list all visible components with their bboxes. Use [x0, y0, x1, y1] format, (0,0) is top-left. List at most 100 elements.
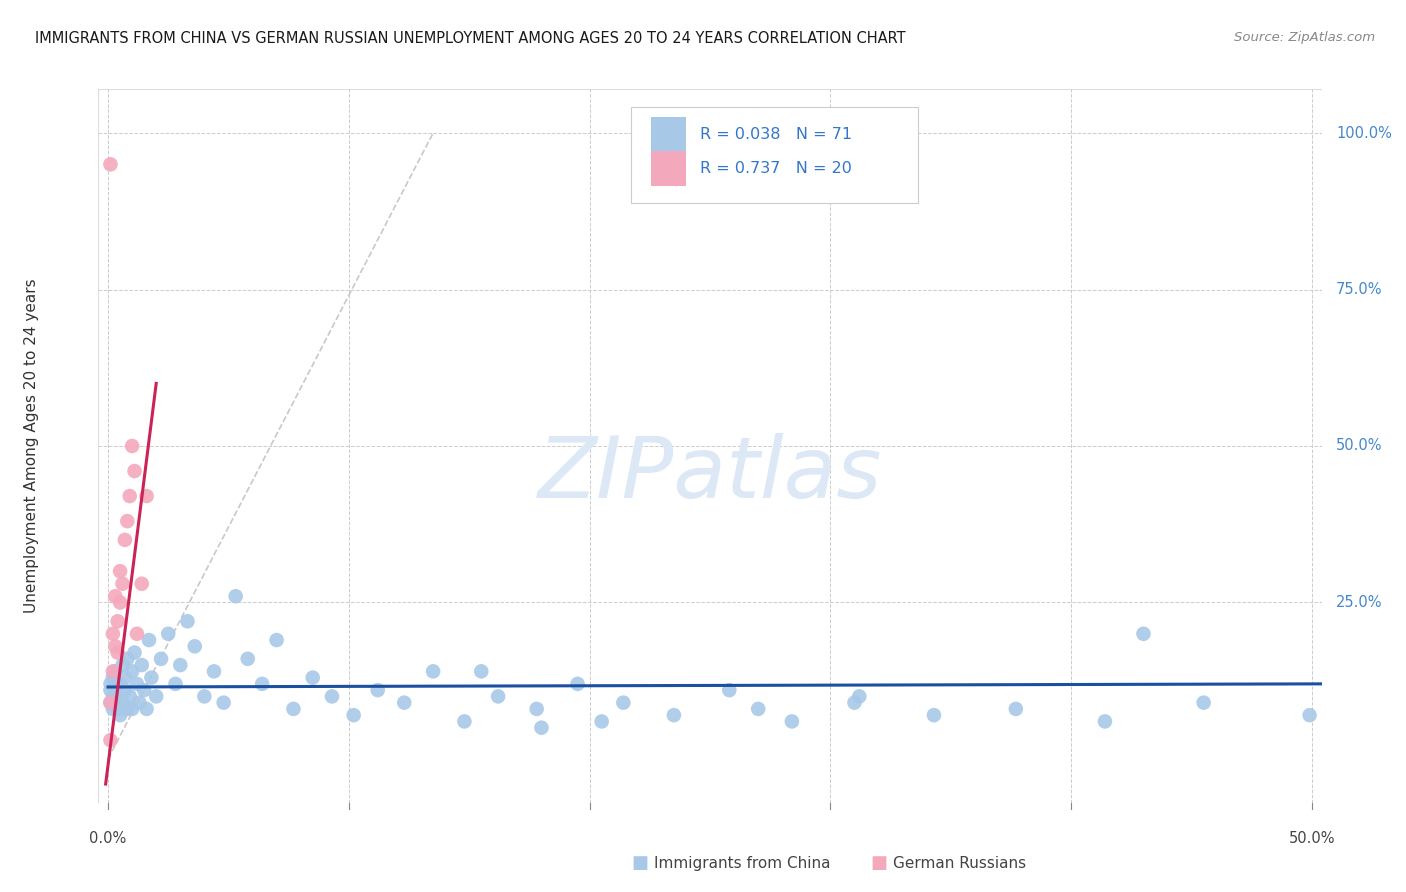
Point	[169, 658, 191, 673]
Point	[101, 690, 124, 704]
Point	[184, 640, 207, 654]
Point	[107, 614, 129, 628]
Point	[212, 696, 235, 710]
Point	[718, 683, 741, 698]
Point	[266, 633, 288, 648]
Point	[225, 589, 247, 603]
Point	[1094, 714, 1116, 729]
Point	[301, 671, 323, 685]
Point	[157, 627, 180, 641]
Point	[100, 696, 122, 710]
Point	[135, 489, 157, 503]
Point	[283, 702, 305, 716]
Point	[1192, 696, 1215, 710]
Point	[108, 677, 131, 691]
Point	[100, 157, 122, 171]
Point	[124, 464, 146, 478]
Point	[922, 708, 945, 723]
Point	[128, 696, 150, 710]
Point	[107, 690, 129, 704]
Point	[107, 646, 129, 660]
Point	[470, 665, 492, 679]
Point	[125, 677, 148, 691]
Point	[101, 665, 124, 679]
Point	[131, 576, 153, 591]
Point	[453, 714, 475, 729]
Point	[250, 677, 273, 691]
Point	[100, 696, 122, 710]
Point	[111, 576, 134, 591]
Point	[121, 702, 143, 716]
Point	[612, 696, 634, 710]
Point	[176, 614, 198, 628]
Point	[780, 714, 803, 729]
Point	[100, 733, 122, 747]
Point	[131, 658, 153, 673]
Point	[747, 702, 769, 716]
Text: 25.0%: 25.0%	[1336, 595, 1382, 610]
Point	[150, 652, 173, 666]
Point	[117, 652, 139, 666]
Text: ZIPatlas: ZIPatlas	[538, 433, 882, 516]
Text: Unemployment Among Ages 20 to 24 years: Unemployment Among Ages 20 to 24 years	[24, 278, 38, 614]
Point	[101, 671, 124, 685]
Point	[141, 671, 163, 685]
Point	[104, 589, 127, 603]
FancyBboxPatch shape	[630, 107, 918, 203]
Point	[844, 696, 866, 710]
Text: Immigrants from China: Immigrants from China	[654, 856, 831, 871]
Bar	[651, 117, 686, 152]
Text: 0.0%: 0.0%	[90, 831, 127, 846]
Point	[367, 683, 389, 698]
Text: R = 0.737   N = 20: R = 0.737 N = 20	[700, 161, 852, 176]
Point	[138, 633, 160, 648]
Point	[1132, 627, 1154, 641]
Point	[111, 658, 134, 673]
Point	[107, 702, 129, 716]
Text: 50.0%: 50.0%	[1289, 831, 1336, 846]
Point	[118, 690, 141, 704]
Text: ■: ■	[631, 855, 648, 872]
Point	[114, 683, 136, 698]
Point	[108, 708, 131, 723]
Bar	[651, 152, 686, 186]
Point	[100, 677, 122, 691]
Text: 50.0%: 50.0%	[1336, 439, 1382, 453]
Point	[321, 690, 343, 704]
Point	[104, 696, 127, 710]
Text: R = 0.038   N = 71: R = 0.038 N = 71	[700, 127, 852, 142]
Point	[117, 702, 139, 716]
Point	[108, 595, 131, 609]
Point	[848, 690, 870, 704]
Text: IMMIGRANTS FROM CHINA VS GERMAN RUSSIAN UNEMPLOYMENT AMONG AGES 20 TO 24 YEARS C: IMMIGRANTS FROM CHINA VS GERMAN RUSSIAN …	[35, 31, 905, 46]
Point	[422, 665, 444, 679]
Point	[1298, 708, 1320, 723]
Point	[662, 708, 685, 723]
Point	[121, 665, 143, 679]
Point	[101, 627, 124, 641]
Point	[121, 439, 143, 453]
Point	[526, 702, 548, 716]
Point	[135, 702, 157, 716]
Point	[486, 690, 509, 704]
Point	[104, 683, 127, 698]
Point	[193, 690, 215, 704]
Text: ■: ■	[870, 855, 887, 872]
Point	[124, 646, 146, 660]
Point	[394, 696, 416, 710]
Point	[202, 665, 225, 679]
Point	[104, 640, 127, 654]
Point	[117, 514, 139, 528]
Point	[100, 683, 122, 698]
Text: 100.0%: 100.0%	[1336, 126, 1392, 141]
Point	[530, 721, 553, 735]
Point	[145, 690, 167, 704]
Point	[114, 671, 136, 685]
Point	[165, 677, 187, 691]
Point	[101, 702, 124, 716]
Point	[114, 533, 136, 547]
Point	[1004, 702, 1026, 716]
Point	[236, 652, 259, 666]
Point	[111, 696, 134, 710]
Text: Source: ZipAtlas.com: Source: ZipAtlas.com	[1234, 31, 1375, 45]
